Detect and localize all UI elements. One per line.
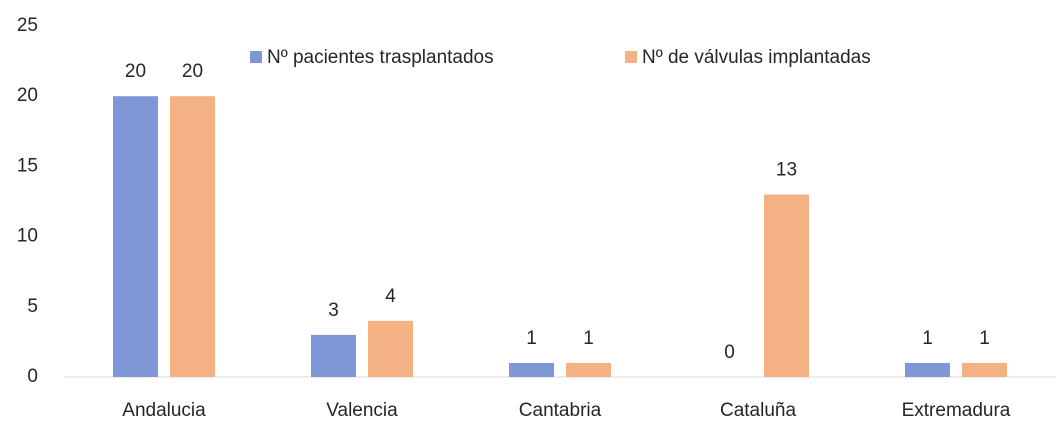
y-tick-label: 5 <box>27 296 38 317</box>
y-tick-label: 0 <box>27 366 38 387</box>
legend-label: Nº pacientes trasplantados <box>267 47 494 68</box>
data-label: 1 <box>526 328 537 349</box>
x-tick-label: Valencia <box>326 400 398 421</box>
bar <box>764 194 809 377</box>
bar <box>311 334 356 377</box>
bar <box>962 362 1007 377</box>
x-tick-label: Cantabria <box>519 400 602 421</box>
y-tick-label: 15 <box>17 155 38 176</box>
y-tick-label: 25 <box>17 15 38 36</box>
x-tick-label: Andalucia <box>122 400 206 421</box>
data-label: 4 <box>385 286 396 307</box>
y-tick-label: 20 <box>17 85 38 106</box>
data-label: 3 <box>328 300 339 321</box>
data-label: 0 <box>724 342 735 363</box>
legend-label: Nº de válvulas implantadas <box>642 47 871 68</box>
bar <box>509 362 554 377</box>
data-label: 1 <box>922 328 933 349</box>
x-tick-label: Cataluña <box>720 400 796 421</box>
bar <box>170 96 215 377</box>
x-tick-label: Extremadura <box>902 400 1011 421</box>
data-label: 1 <box>583 328 594 349</box>
bar <box>368 320 413 377</box>
bar <box>566 362 611 377</box>
data-label: 1 <box>979 328 990 349</box>
bar <box>113 96 158 377</box>
bar <box>905 362 950 377</box>
data-label: 20 <box>125 61 146 82</box>
legend-swatch <box>250 51 262 63</box>
legend-swatch <box>625 51 637 63</box>
data-label: 20 <box>182 61 203 82</box>
data-label: 13 <box>776 159 797 180</box>
y-tick-label: 10 <box>17 226 38 247</box>
